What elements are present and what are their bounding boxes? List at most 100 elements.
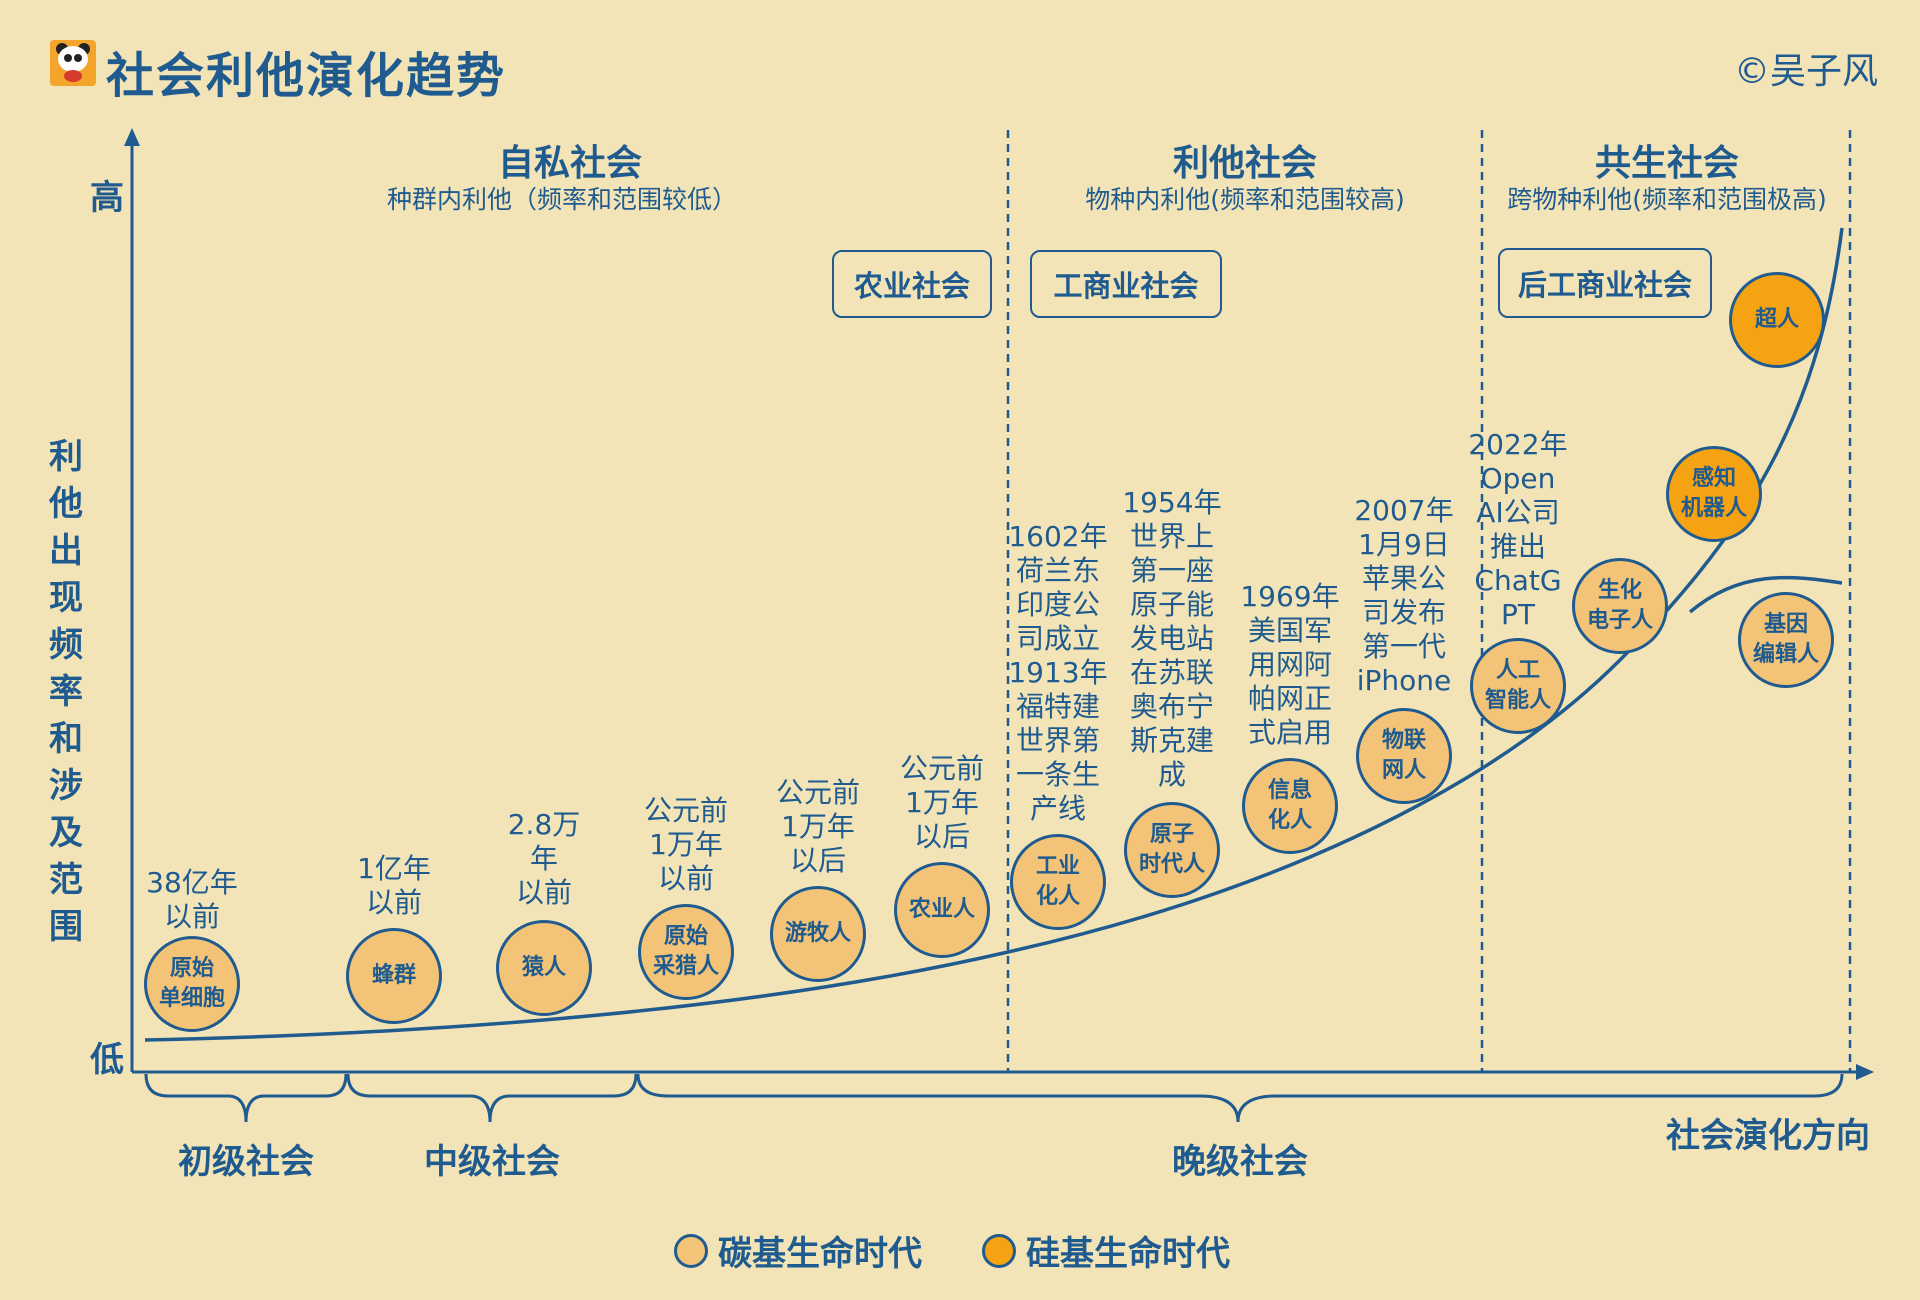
node-label: 猿人 — [521, 955, 566, 980]
legend-silicon-label: 硅基生命时代 — [1026, 1234, 1230, 1274]
annotation-line: 以前 — [365, 886, 423, 919]
annotation-line: 原子能 — [1129, 588, 1215, 621]
node-label: 工业 — [1035, 854, 1080, 879]
panda-logo-icon — [50, 40, 96, 86]
page-title: 社会利他演化趋势 — [106, 48, 507, 104]
annotation-line: 帕网正 — [1247, 682, 1333, 715]
annotation-line: 1954年 — [1122, 486, 1222, 519]
annotation-line: 38亿年 — [146, 866, 238, 899]
legend-carbon-swatch — [674, 1233, 708, 1268]
node-label: 基因 — [1763, 612, 1808, 637]
evolution-node: 物联 网人 — [1356, 708, 1452, 804]
node-label: 原子 — [1149, 822, 1194, 847]
copyright: ©吴子风 — [1733, 51, 1878, 92]
x-axis-arrow-icon — [1856, 1064, 1874, 1080]
node-label: 编辑人 — [1752, 642, 1819, 667]
node-label: 化人 — [1267, 808, 1312, 833]
node-annotation: 1954年 世界上 第一座 原子能 发电站 在苏联 奥布宁 斯克建成 — [1122, 486, 1221, 792]
society-post-industrial-box: 后工商业社会 — [1498, 248, 1712, 318]
node-annotation: 公元前 1万年 以前 — [644, 794, 728, 896]
evolution-node: 工业 化人 — [1010, 834, 1106, 930]
node-label: 农业人 — [908, 897, 975, 922]
annotation-line: 以前 — [163, 900, 221, 933]
node-label: 蜂群 — [371, 963, 416, 988]
annotation-line: 第一座 — [1129, 554, 1215, 587]
node-label: 原始 — [663, 924, 708, 949]
annotation-line: 1万年 — [649, 828, 723, 861]
node-label: 采猎人 — [652, 954, 719, 979]
annotation-line: 福特建 — [1015, 690, 1101, 723]
evolution-node: 原始 采猎人 — [638, 904, 734, 1000]
annotation-line: 1月9日 — [1358, 528, 1450, 561]
legend-carbon-label: 碳基生命时代 — [718, 1234, 922, 1274]
annotation-line: 一条生 — [1015, 758, 1101, 791]
annotation-line: 发电站 — [1129, 622, 1215, 655]
era-symbiotic-subtitle: 跨物种利他(频率和范围极高) — [1507, 185, 1827, 214]
annotation-line: 2007年 — [1354, 494, 1454, 527]
annotation-line: 1亿年 — [357, 852, 431, 885]
society-agriculture-box: 农业社会 — [832, 250, 992, 318]
annotation-line: 公元前 — [899, 752, 985, 785]
annotation-line: iPhone — [1356, 664, 1452, 697]
y-axis-high-label: 高 — [90, 178, 124, 218]
annotation-line: 印度公 — [1015, 588, 1101, 621]
node-annotation: 公元前 1万年 以后 — [776, 776, 860, 878]
stage-primary-label: 初级社会 — [178, 1142, 314, 1182]
annotation-line: 第一代 — [1361, 630, 1447, 663]
evolution-node: 游牧人 — [770, 886, 866, 982]
evolution-node: 感知 机器人 — [1666, 446, 1762, 542]
node-annotation: 2.8万年以前 — [508, 808, 581, 910]
node-label: 电子人 — [1586, 608, 1653, 633]
annotation-line: 式启用 — [1247, 716, 1333, 749]
annotation-line: 成 — [1157, 758, 1187, 791]
legend-silicon: 硅基生命时代 — [982, 1226, 1230, 1275]
node-annotation: 38亿年 以前 — [146, 866, 238, 934]
annotation-line: 年 — [529, 842, 558, 875]
node-annotation: 2007年 1月9日 苹果公 司发布 第一代 iPhone — [1354, 494, 1453, 698]
node-annotation: 1969年 美国军 用网阿 帕网正 式启用 — [1240, 580, 1339, 750]
branch-curve — [1688, 575, 1843, 614]
annotation-line: 1969年 — [1240, 580, 1340, 613]
node-label: 信息 — [1267, 778, 1312, 803]
annotation-line: 2.8万 — [507, 808, 581, 841]
node-label: 超人 — [1754, 307, 1799, 332]
node-label: 网人 — [1381, 758, 1426, 783]
era-selfish-subtitle: 种群内利他（频率和范围较低） — [386, 185, 738, 214]
node-label: 人工 — [1495, 658, 1540, 683]
legend-carbon: 碳基生命时代 — [674, 1226, 922, 1275]
y-axis-label: 利他出现频率和涉及范围 — [49, 437, 83, 947]
node-label: 生化 — [1597, 578, 1642, 603]
evolution-node: 农业人 — [894, 862, 990, 958]
annotation-line: 在苏联 — [1129, 656, 1215, 689]
y-axis-low-label: 低 — [90, 1040, 124, 1080]
node-label: 原始 — [169, 956, 214, 981]
annotation-line: 以后 — [789, 844, 847, 877]
annotation-line: 推出 — [1489, 530, 1547, 563]
node-annotation: 1亿年 以前 — [357, 852, 431, 920]
society-industrial-box: 工商业社会 — [1030, 250, 1222, 318]
annotation-line: 以前 — [657, 862, 715, 895]
node-label: 感知 — [1691, 466, 1736, 491]
annotation-line: 1万年 — [781, 810, 855, 843]
legend-silicon-swatch — [982, 1233, 1016, 1268]
annotation-line: 司发布 — [1361, 596, 1447, 629]
evolution-node: 超人 — [1729, 272, 1825, 368]
annotation-line: 以后 — [913, 820, 971, 853]
evolution-node: 原子 时代人 — [1124, 802, 1220, 898]
annotation-line: 2022年 — [1468, 428, 1568, 461]
annotation-line: PT — [1500, 598, 1535, 631]
evolution-node: 猿人 — [496, 920, 592, 1016]
annotation-line: 1602年 — [1008, 520, 1108, 553]
stage-brace-2 — [346, 1073, 638, 1123]
era-altruistic-subtitle: 物种内利他(频率和范围较高) — [1085, 185, 1405, 214]
stage-brace-1 — [144, 1073, 348, 1123]
node-label: 时代人 — [1138, 852, 1205, 877]
stage-intermediate-label: 中级社会 — [424, 1142, 560, 1182]
evolution-node: 原始 单细胞 — [144, 936, 240, 1032]
node-label: 单细胞 — [158, 986, 225, 1011]
annotation-line: 奥布宁 — [1129, 690, 1215, 723]
annotation-line: 苹果公 — [1361, 562, 1447, 595]
annotation-line: 以前 — [515, 876, 572, 909]
annotation-line: 公元前 — [643, 794, 729, 827]
